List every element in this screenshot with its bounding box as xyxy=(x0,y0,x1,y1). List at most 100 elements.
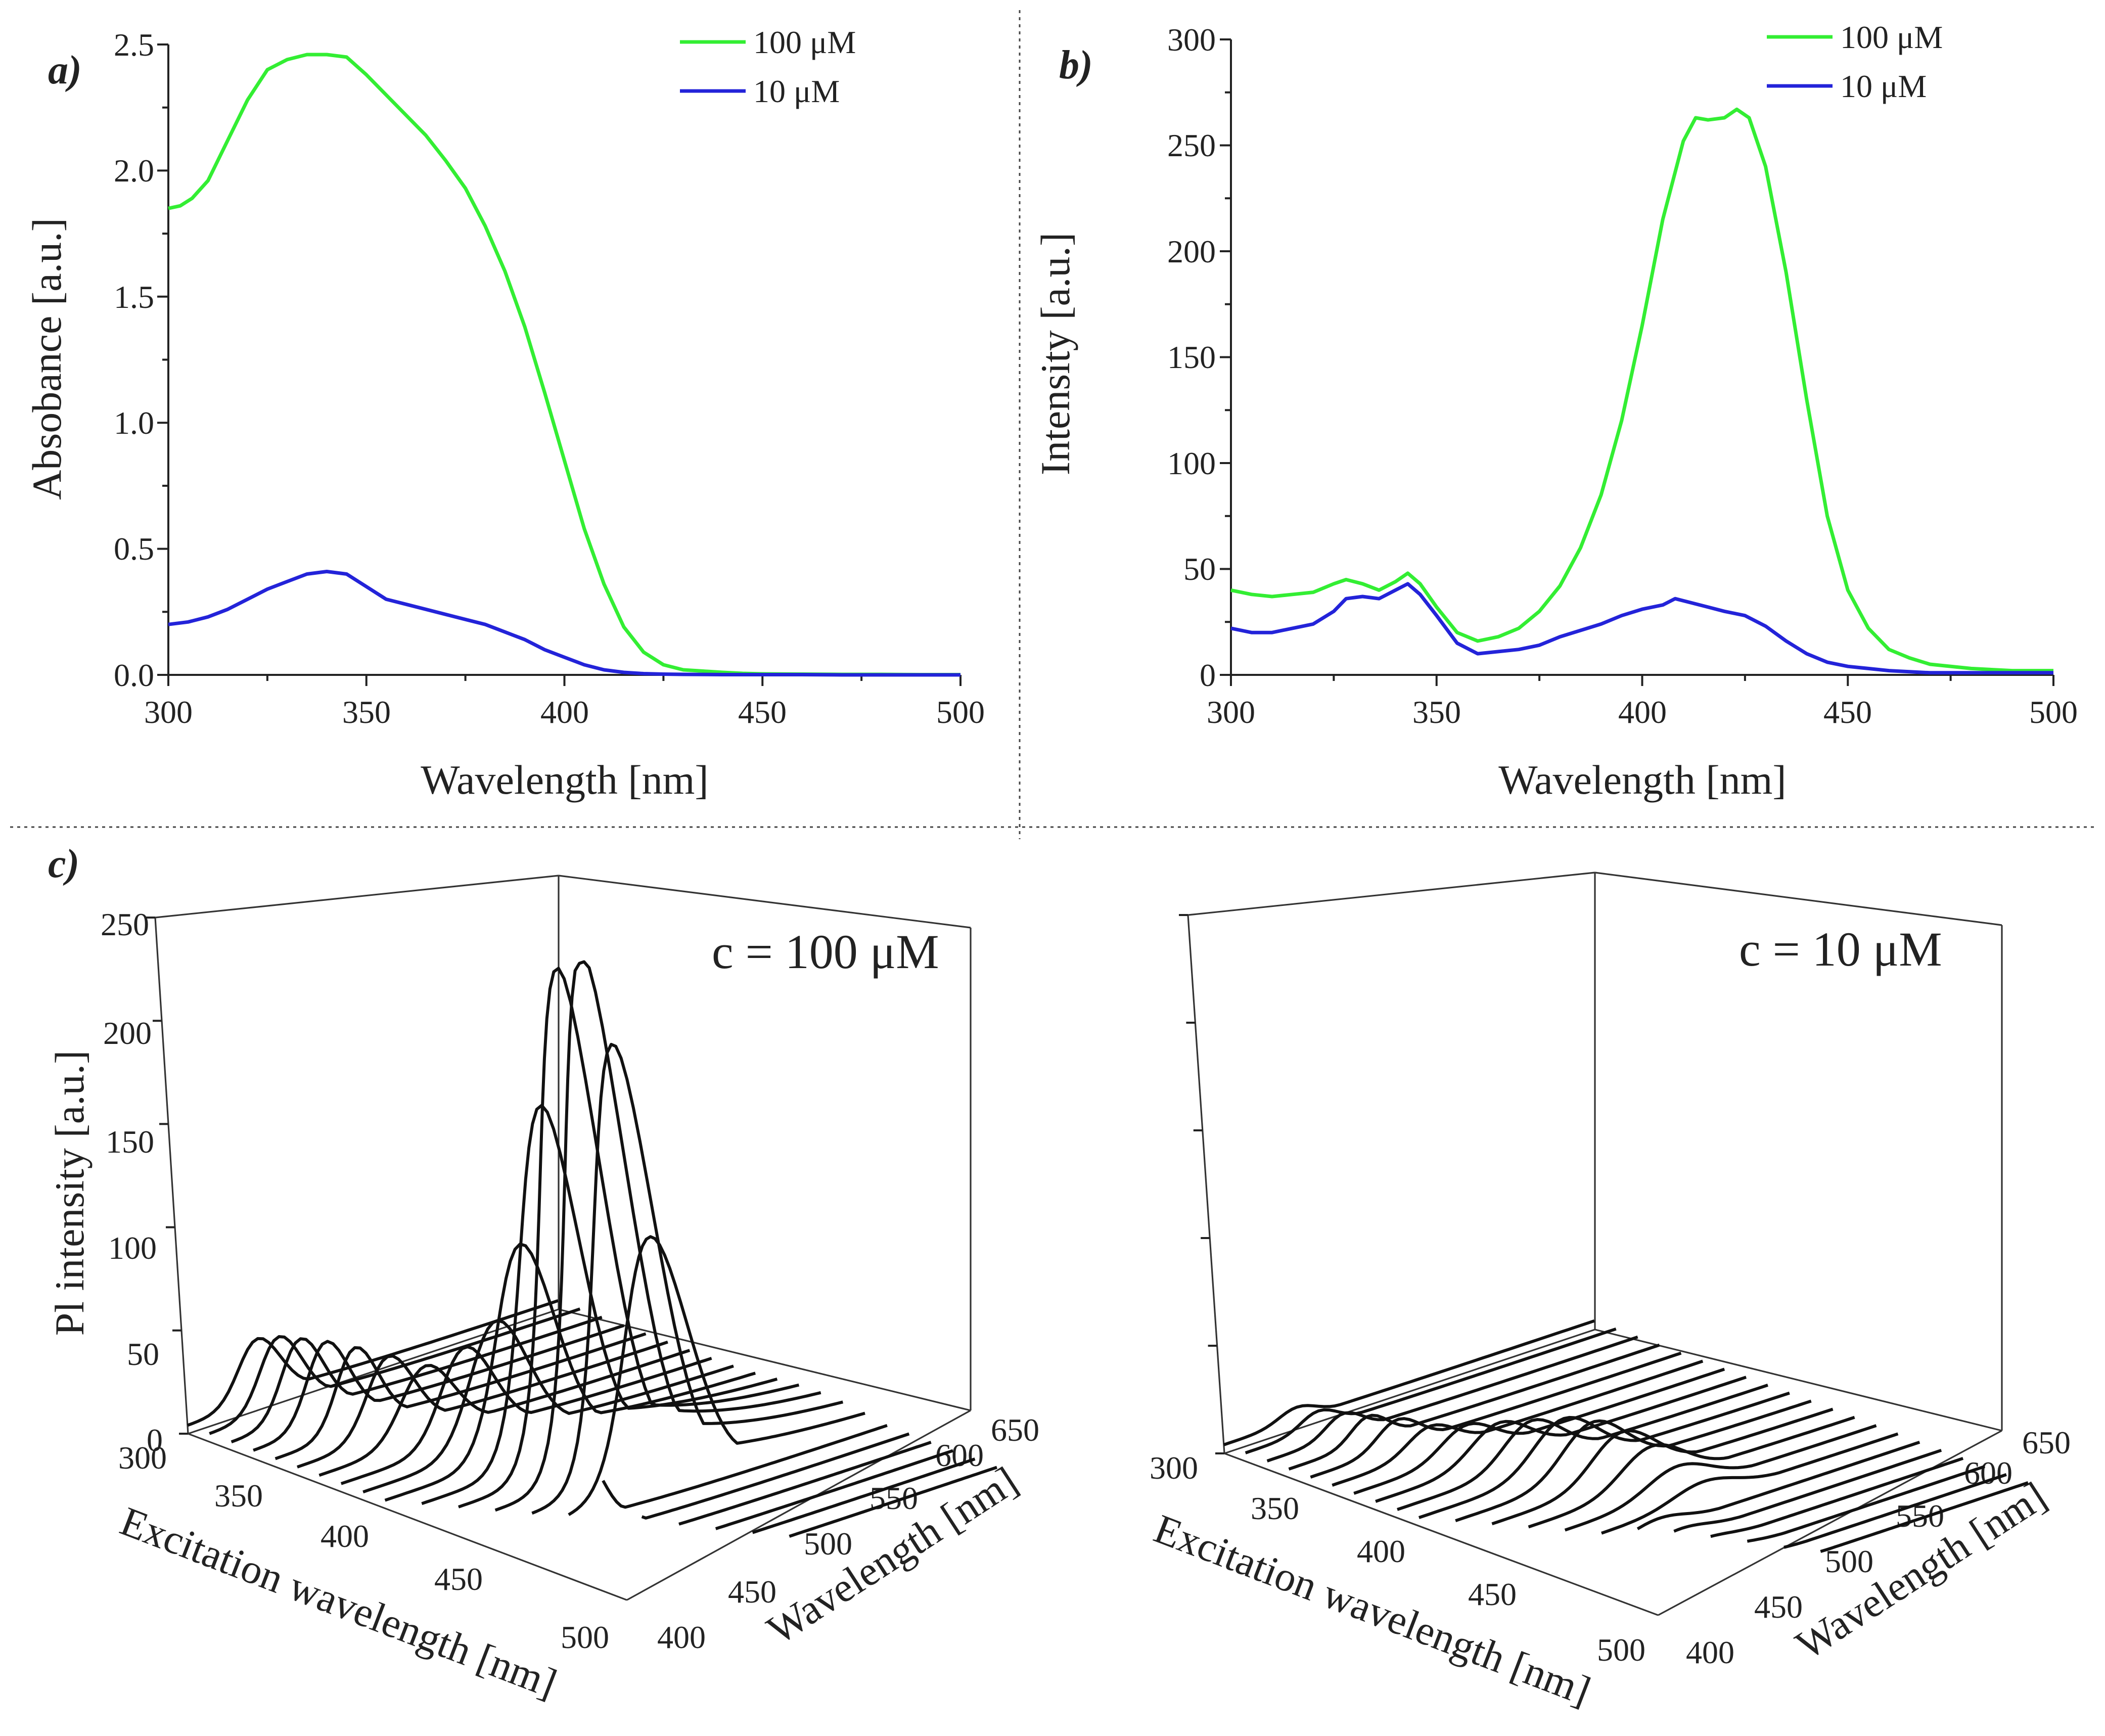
y-tick-label: 200 xyxy=(1167,234,1216,269)
y-tick-label: 650 xyxy=(2022,1425,2071,1460)
legend-label-10uM: 10 μM xyxy=(1840,68,1927,104)
x-tick-label: 350 xyxy=(1412,694,1461,730)
x-tick-label: 500 xyxy=(1597,1632,1645,1668)
series-line-10uM xyxy=(1230,582,2053,675)
panel-label-b: b) xyxy=(1059,43,1093,87)
ridge-ex-310 xyxy=(209,1307,581,1435)
ridge-ex-460 xyxy=(1673,1448,1942,1533)
chart-c1-y-tick-labels: 400 450 500 550 600 650 xyxy=(657,1412,1039,1655)
y-tick-label: 0.0 xyxy=(114,657,154,693)
y-tick-label: 450 xyxy=(728,1574,776,1610)
chart-b-axes xyxy=(1230,39,2053,676)
y-tick-label: 2.5 xyxy=(114,27,154,63)
z-tick-label: 200 xyxy=(103,1015,152,1051)
y-tick-label: 500 xyxy=(1825,1543,1873,1579)
y-tick-label: 1.5 xyxy=(114,279,154,315)
ridge-ex-450 xyxy=(602,1424,888,1509)
chart-a-ticks xyxy=(157,43,962,686)
series-line-100uM xyxy=(1230,107,2053,673)
y-tick-label: 1.0 xyxy=(114,405,154,441)
y-tick-label: 0.5 xyxy=(114,531,154,567)
ridge-ex-330 xyxy=(253,1324,625,1452)
chart-c1-z-axis-label: Pl intensity [a.u.] xyxy=(47,1050,93,1336)
chart-b-series xyxy=(1230,107,2053,675)
chart-c1-title: c = 100 μM xyxy=(712,925,939,979)
chart-c2-ridges xyxy=(1223,1319,2029,1553)
x-tick-label: 300 xyxy=(118,1440,167,1476)
chart-c1-z-ticks xyxy=(146,917,188,1435)
x-tick-label: 450 xyxy=(1823,694,1872,730)
z-tick-label: 100 xyxy=(108,1230,157,1266)
x-tick-label: 500 xyxy=(936,694,985,730)
chart-b-x-axis-label: Wavelength [nm] xyxy=(1498,757,1786,803)
ridge-ex-470 xyxy=(678,1441,932,1526)
x-tick-label: 400 xyxy=(1618,694,1667,730)
x-tick-label: 400 xyxy=(321,1518,369,1554)
legend-label-100uM: 100 μM xyxy=(1840,19,1943,55)
ridge-ex-370 xyxy=(1375,1376,1747,1503)
x-tick-label: 500 xyxy=(2029,694,2078,730)
ridge-ex-480 xyxy=(1747,1465,1985,1543)
ridge-ex-390 xyxy=(1418,1391,1790,1519)
legend-label-100uM: 100 μM xyxy=(753,24,856,60)
ridge-ex-500 xyxy=(789,1466,997,1538)
x-tick-label: 400 xyxy=(1357,1533,1405,1569)
ridge-ex-460 xyxy=(641,1432,910,1520)
y-tick-label: 650 xyxy=(991,1412,1039,1448)
chart-a-series xyxy=(168,53,960,677)
ridge-ex-360 xyxy=(1353,1367,1725,1495)
ridge-ex-300 xyxy=(1223,1319,1595,1446)
ridge-ex-490 xyxy=(1783,1473,2007,1549)
ridge-ex-380 xyxy=(1397,1384,1768,1511)
chart-c1-box xyxy=(154,875,972,1601)
x-tick-label: 500 xyxy=(561,1619,609,1655)
ridge-ex-380 xyxy=(362,1319,734,1494)
chart-b: b) 300 350 400 450 500 0 50 100 150 200 … xyxy=(1032,19,2078,803)
ridge-ex-470 xyxy=(1710,1456,1964,1538)
panel-label-c: c) xyxy=(48,842,79,886)
ridge-ex-480 xyxy=(715,1449,954,1530)
z-tick-label: 50 xyxy=(127,1336,159,1372)
y-tick-label: 250 xyxy=(1167,127,1216,163)
ridge-ex-420 xyxy=(494,960,821,1512)
y-tick-label: 400 xyxy=(1686,1634,1734,1670)
x-tick-label: 400 xyxy=(540,694,589,730)
y-tick-label: 300 xyxy=(1167,22,1216,58)
chart-a-legend: 100 μM 10 μM xyxy=(680,24,856,109)
ridge-ex-430 xyxy=(531,1042,844,1515)
chart-c1-x-tick-labels: 300 350 400 450 500 xyxy=(118,1440,609,1655)
y-tick-label: 50 xyxy=(1183,551,1216,587)
z-tick-label: 250 xyxy=(101,906,149,942)
chart-a-y-tick-labels: 0.0 0.5 1.0 1.5 2.0 2.5 xyxy=(114,27,154,693)
chart-a-x-axis-label: Wavelength [nm] xyxy=(421,757,708,803)
chart-c1: c) 0 50 100 150 200 250 Pl intensity [a.… xyxy=(47,842,1039,1707)
legend-label-10uM: 10 μM xyxy=(753,73,840,109)
chart-b-ticks xyxy=(1220,38,2054,686)
chart-a-x-tick-labels: 300 350 400 450 500 xyxy=(144,694,985,730)
panel-label-a: a) xyxy=(48,48,82,93)
chart-c2-box xyxy=(1187,872,2003,1616)
y-tick-label: 100 xyxy=(1167,445,1216,481)
ridge-ex-440 xyxy=(568,1235,865,1516)
x-tick-label: 350 xyxy=(342,694,391,730)
chart-b-x-tick-labels: 300 350 400 450 500 xyxy=(1207,694,2078,730)
x-tick-label: 450 xyxy=(434,1561,483,1597)
ridge-ex-390 xyxy=(384,1242,756,1502)
y-tick-label: 450 xyxy=(1754,1589,1803,1625)
ridge-ex-310 xyxy=(1245,1327,1617,1454)
chart-c2-x-tick-labels: 300 350 400 450 500 xyxy=(1150,1450,1645,1668)
z-tick-label: 150 xyxy=(106,1124,154,1160)
chart-c2-y-tick-labels: 400 450 500 550 600 650 xyxy=(1686,1425,2071,1670)
chart-c2-z-ticks xyxy=(1179,914,1224,1454)
y-tick-label: 400 xyxy=(657,1619,706,1655)
ridge-ex-340 xyxy=(1310,1351,1682,1479)
ridge-ex-350 xyxy=(297,1340,668,1469)
y-tick-label: 0 xyxy=(1200,657,1216,693)
chart-c2-title: c = 10 μM xyxy=(1739,922,1942,976)
y-tick-label: 150 xyxy=(1167,339,1216,375)
x-tick-label: 350 xyxy=(1251,1490,1299,1526)
x-tick-label: 300 xyxy=(1207,694,1255,730)
chart-a-y-axis-label: Absobance [a.u.] xyxy=(24,218,70,500)
chart-c1-z-tick-labels: 0 50 100 150 200 250 xyxy=(101,906,163,1458)
